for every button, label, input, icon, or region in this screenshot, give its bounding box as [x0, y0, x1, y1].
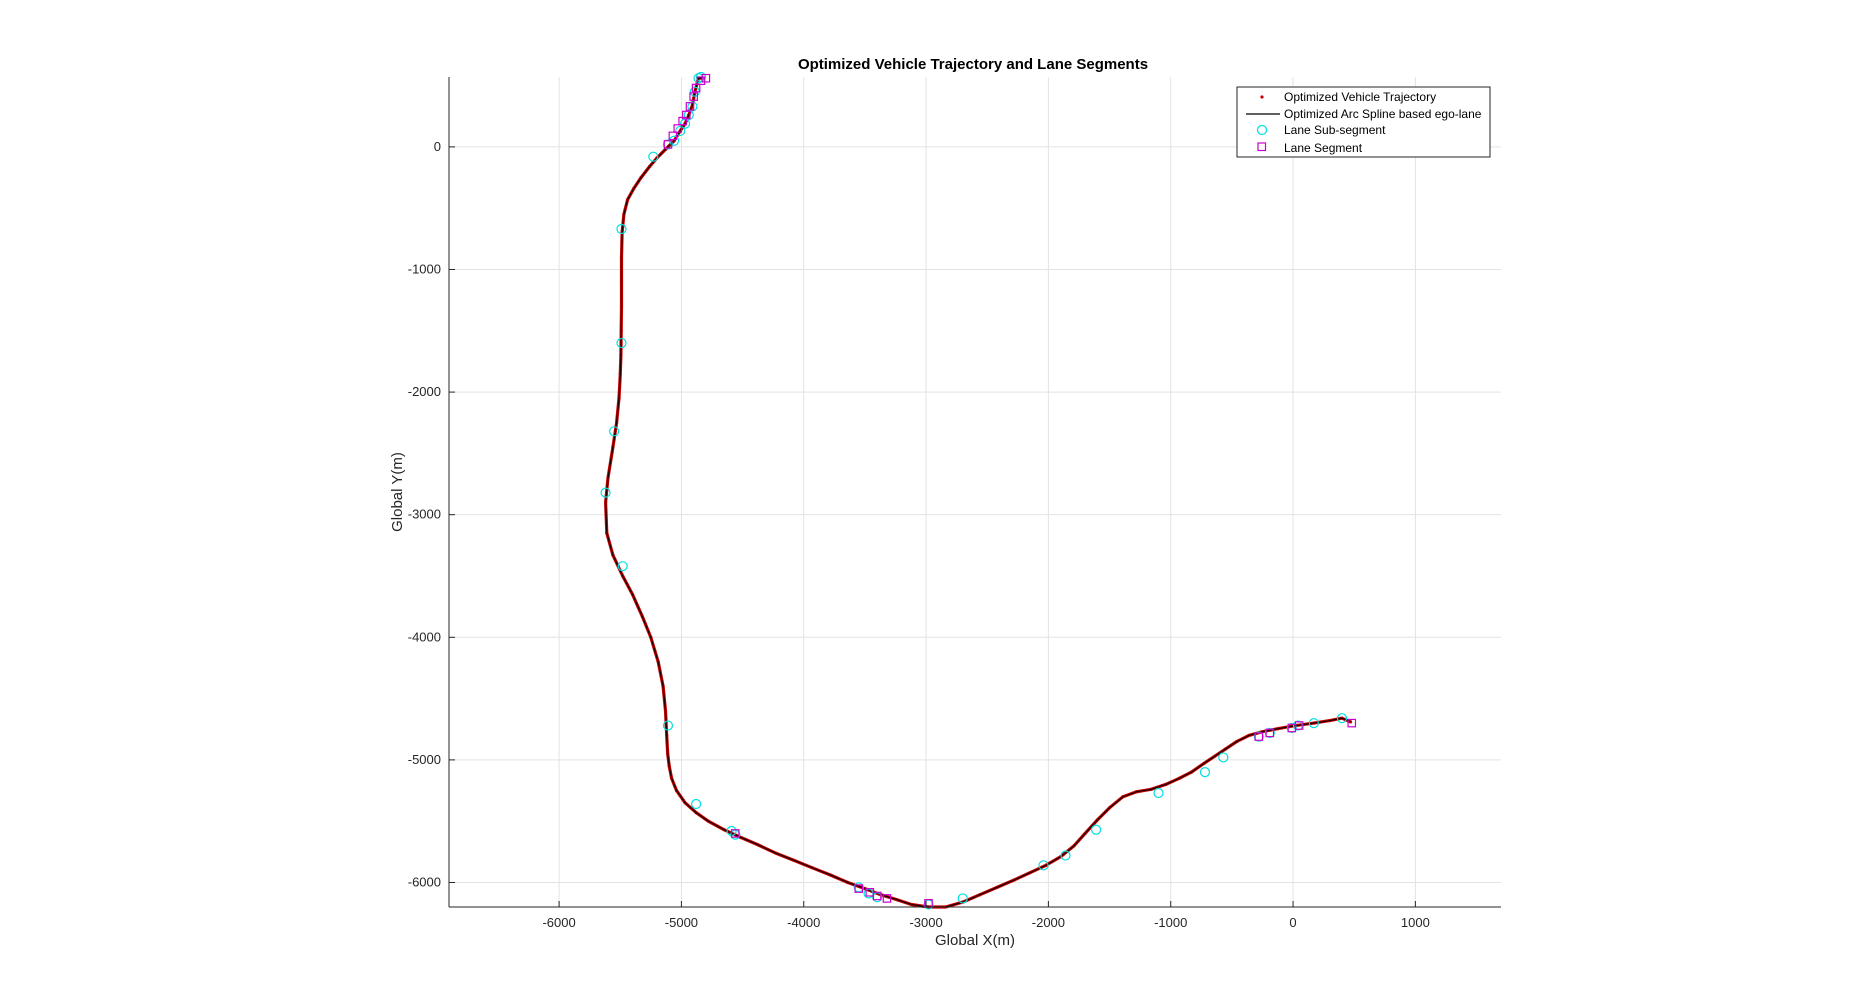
legend-label-ego-lane: Optimized Arc Spline based ego-lane	[1284, 107, 1482, 121]
legend-marker-sub-segment	[1256, 124, 1268, 136]
series-layer	[600, 71, 1357, 910]
segment-marker	[673, 124, 683, 133]
y-tick-label: -4000	[408, 629, 441, 644]
sub-segment-marker	[687, 101, 698, 112]
sub-segment-marker	[1253, 731, 1264, 742]
sub-segment-marker	[617, 561, 628, 572]
sub-segment-marker	[1091, 824, 1102, 835]
sub-segment-marker	[1218, 752, 1229, 763]
sub-segment-marker	[648, 151, 659, 162]
legend: Optimized Vehicle Trajectory Optimized A…	[1236, 86, 1491, 158]
sub-segment-marker	[1286, 722, 1297, 734]
x-tick-label: 0	[1289, 915, 1296, 930]
sub-segment-marker	[662, 720, 674, 731]
y-tick-label: -5000	[408, 752, 441, 767]
sub-segment-marker	[695, 71, 707, 83]
segment-marker	[1254, 732, 1264, 741]
legend-marker-trajectory	[1260, 95, 1264, 99]
segment-marker	[691, 83, 701, 93]
legend-box	[1236, 86, 1491, 158]
segment-marker	[689, 92, 698, 101]
sub-segment-marker	[1308, 718, 1319, 729]
sub-segment-marker	[600, 487, 611, 498]
x-tick-label: -4000	[787, 915, 820, 930]
legend-label-sub-segment: Lane Sub-segment	[1284, 123, 1386, 137]
sub-segment-marker	[616, 337, 627, 349]
y-tick-label: -3000	[408, 507, 441, 522]
legend-label-segment: Lane Segment	[1284, 141, 1363, 155]
y-tick-label: -1000	[408, 261, 441, 276]
segment-marker	[685, 102, 695, 111]
x-tick-label: 1000	[1401, 915, 1430, 930]
y-tick-label: -6000	[408, 874, 441, 889]
segment-marker	[1265, 728, 1275, 738]
x-tick-label: -1000	[1154, 915, 1187, 930]
x-tick-label: -2000	[1032, 915, 1065, 930]
segment-marker	[854, 884, 864, 893]
sub-segment-marker	[693, 73, 704, 84]
x-tick-label: -3000	[909, 915, 942, 930]
legend-marker-segment	[1257, 142, 1267, 152]
segment-marker	[730, 829, 740, 838]
y-tick-label: -2000	[408, 384, 441, 399]
sub-segment-marker	[609, 426, 620, 437]
segment-marker	[668, 131, 678, 141]
segment-marker	[678, 116, 687, 126]
x-tick-label: -6000	[542, 915, 575, 930]
y-axis-label: Global Y(m)	[389, 452, 406, 532]
segment-marker	[872, 891, 882, 901]
sub-segment-marker	[662, 139, 674, 150]
y-tick-label: 0	[434, 139, 441, 154]
x-axis-label: Global X(m)	[935, 932, 1015, 949]
segment-marker	[663, 140, 673, 149]
plot-area: -6000 -5000 -4000 -3000 -2000 -1000 0 1000 -6000…	[408, 71, 1501, 930]
x-tick-label: -5000	[665, 915, 698, 930]
sub-segment-marker	[1336, 713, 1348, 724]
segment-marker	[701, 73, 711, 83]
ego-lane-line	[604, 77, 1351, 908]
sub-segment-marker	[675, 125, 686, 137]
segment-marker	[882, 894, 892, 903]
sub-segment-marker	[1153, 787, 1164, 799]
ticks: -6000 -5000 -4000 -3000 -2000 -1000 0 1000 -6000…	[408, 139, 1430, 930]
sub-segment-marker	[957, 893, 968, 904]
grid	[449, 77, 1501, 907]
chart-title: Optimized Vehicle Trajectory and Lane Se…	[798, 56, 1148, 73]
legend-label-trajectory: Optimized Vehicle Trajectory	[1284, 90, 1436, 104]
segment-marker	[696, 76, 706, 85]
segment-marker	[1347, 718, 1357, 728]
sub-segment-marker	[616, 223, 627, 235]
segment-marker	[1294, 721, 1304, 730]
sub-segment-marker	[690, 798, 702, 810]
sub-segment-marker	[1060, 850, 1071, 861]
sub-segment-marker	[1264, 727, 1275, 739]
sub-segment-marker	[1199, 767, 1211, 778]
sub-segment-marker	[1038, 860, 1049, 871]
